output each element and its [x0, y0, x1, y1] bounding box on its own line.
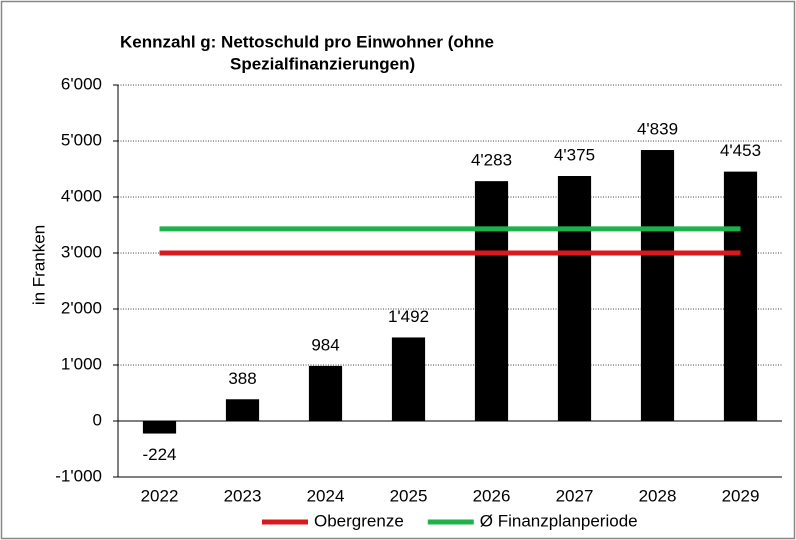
y-tick-label: 1'000: [61, 354, 102, 373]
data-label: -224: [142, 445, 176, 464]
x-tick-label: 2022: [141, 486, 179, 505]
y-tick-label: 5'000: [61, 130, 102, 149]
bar: [557, 176, 592, 421]
y-tick-label: 6'000: [61, 74, 102, 93]
data-label: 4'283: [471, 151, 512, 170]
bar: [640, 150, 675, 422]
y-tick-label: 0: [93, 410, 102, 429]
y-tick-label: 4'000: [61, 186, 102, 205]
data-label: 388: [228, 369, 256, 388]
legend-label: Obergrenze: [314, 511, 404, 530]
bar: [142, 421, 177, 434]
data-label: 984: [311, 335, 339, 354]
bar: [308, 365, 343, 421]
data-label: 4'375: [554, 145, 595, 164]
y-tick-label: 3'000: [61, 242, 102, 261]
legend-label: Ø Finanzplanperiode: [480, 511, 638, 530]
x-tick-label: 2025: [390, 486, 428, 505]
chart-title: Spezialfinanzierungen): [230, 54, 415, 73]
bar: [225, 399, 260, 421]
x-tick-label: 2026: [473, 486, 511, 505]
chart-title: Kennzahl g: Nettoschuld pro Einwohner (o…: [120, 32, 494, 51]
x-tick-label: 2028: [639, 486, 677, 505]
x-tick-label: 2024: [307, 486, 345, 505]
y-tick-label: 2'000: [61, 298, 102, 317]
x-tick-label: 2029: [722, 486, 760, 505]
bar: [391, 337, 426, 421]
x-tick-label: 2027: [556, 486, 594, 505]
data-label: 1'492: [388, 307, 429, 326]
y-tick-label: -1'000: [55, 466, 102, 485]
data-label: 4'453: [720, 141, 761, 160]
y-axis-label: in Franken: [29, 225, 48, 305]
bar: [723, 171, 758, 421]
data-label: 4'839: [637, 120, 678, 139]
bar: [474, 181, 509, 421]
x-tick-label: 2023: [224, 486, 262, 505]
